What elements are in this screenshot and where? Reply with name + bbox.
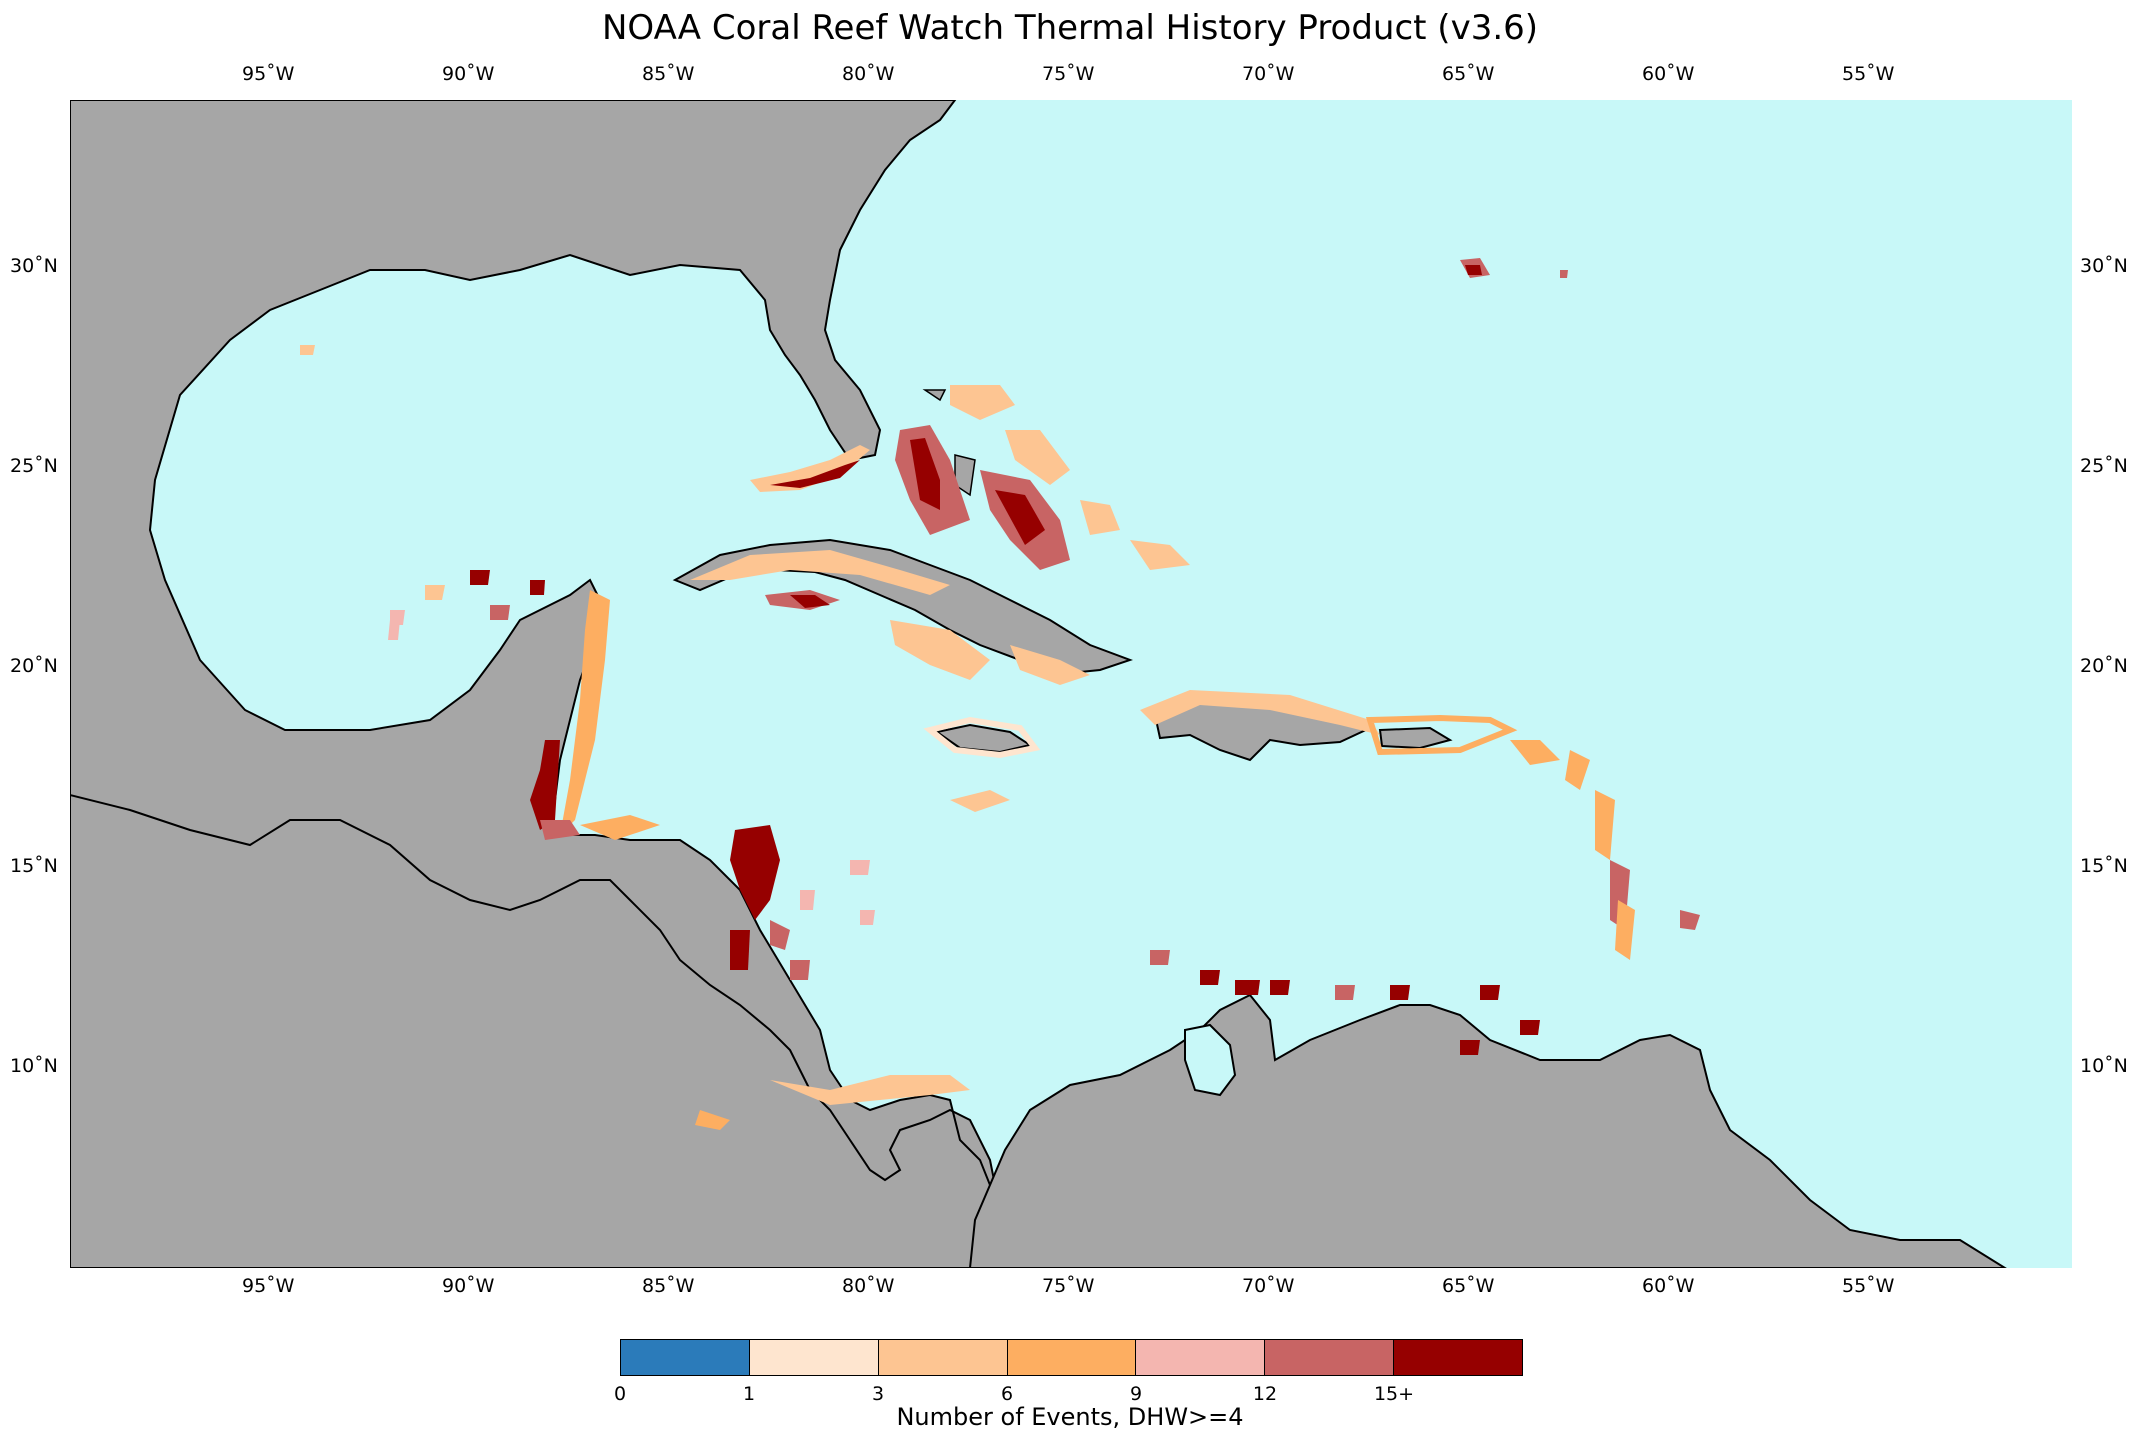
lat-tick-left: 25˚N (10, 455, 58, 477)
map-panel: 95˚W 90˚W 85˚W 80˚W 75˚W 70˚W 65˚W 60˚W … (10, 63, 2128, 1297)
reef-markers (300, 258, 1700, 1130)
lon-tick-bottom: 80˚W (842, 1275, 895, 1297)
lon-tick-top: 75˚W (1042, 63, 1095, 85)
lake-maracaibo (1184, 1023, 1237, 1097)
lat-tick-left: 10˚N (10, 1055, 58, 1077)
colorbar (620, 1339, 1523, 1376)
lat-tick-right: 10˚N (2080, 1055, 2128, 1077)
colorbar-tick: 9 (1129, 1383, 1143, 1405)
lon-tick-top: 60˚W (1642, 63, 1695, 85)
lon-tick-bottom: 65˚W (1442, 1275, 1495, 1297)
lon-tick-top: 70˚W (1242, 63, 1295, 85)
colorbar-tick: 3 (871, 1383, 885, 1405)
colorbar-tick: 6 (1000, 1383, 1014, 1405)
lon-tick-bottom: 70˚W (1242, 1275, 1295, 1297)
lon-tick-top: 95˚W (242, 63, 295, 85)
colorbar-segment (1136, 1340, 1266, 1375)
colorbar-segment (1394, 1340, 1523, 1375)
lat-tick-left: 15˚N (10, 855, 58, 877)
colorbar-segment (749, 1340, 879, 1375)
lat-tick-right: 30˚N (2080, 255, 2128, 277)
lat-tick-right: 25˚N (2080, 455, 2128, 477)
lon-tick-top: 55˚W (1842, 63, 1895, 85)
lat-tick-left: 20˚N (10, 655, 58, 677)
lat-tick-left: 30˚N (10, 255, 58, 277)
colorbar-segment (621, 1340, 750, 1375)
colorbar-tick: 12 (1252, 1383, 1278, 1405)
colorbar-tick: 0 (613, 1383, 627, 1405)
colorbar-tick: 1 (742, 1383, 756, 1405)
colorbar-segment (1265, 1340, 1395, 1375)
lon-tick-top: 90˚W (442, 63, 495, 85)
lon-tick-bottom: 95˚W (242, 1275, 295, 1297)
lon-tick-top: 65˚W (1442, 63, 1495, 85)
map-canvas (70, 100, 2072, 1268)
puerto-rico-land (1378, 726, 1453, 750)
lon-tick-bottom: 90˚W (442, 1275, 495, 1297)
lon-tick-top: 85˚W (642, 63, 695, 85)
lon-tick-bottom: 85˚W (642, 1275, 695, 1297)
lon-tick-bottom: 60˚W (1642, 1275, 1695, 1297)
lat-tick-right: 20˚N (2080, 655, 2128, 677)
lon-tick-bottom: 75˚W (1042, 1275, 1095, 1297)
lat-tick-right: 15˚N (2080, 855, 2128, 877)
colorbar-tick: 15+ (1373, 1383, 1415, 1405)
colorbar-segment (878, 1340, 1008, 1375)
lon-tick-bottom: 55˚W (1842, 1275, 1895, 1297)
map-title: NOAA Coral Reef Watch Thermal History Pr… (601, 8, 1539, 48)
lon-tick-top: 80˚W (842, 63, 895, 85)
colorbar-title: Number of Events, DHW>=4 (896, 1403, 1244, 1431)
colorbar-segment (1007, 1340, 1137, 1375)
